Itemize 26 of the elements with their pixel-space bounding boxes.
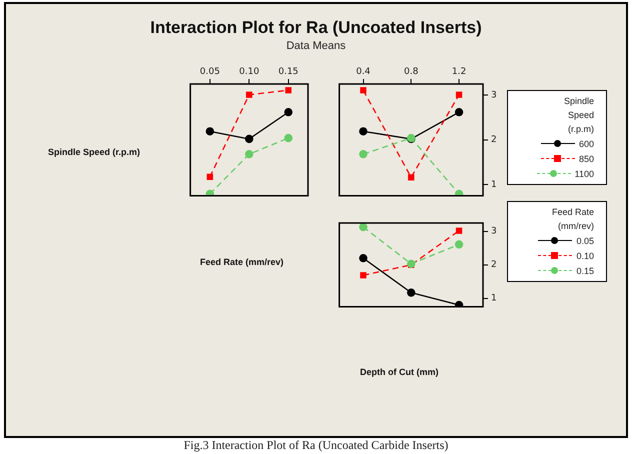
x-tick-label: 0.8	[404, 66, 419, 77]
y-axis-title: Feed Rate (mm/rev)	[200, 257, 284, 267]
y-tick-label: 3	[491, 226, 497, 237]
legend-label: 0.15	[576, 266, 594, 276]
legend-title: Spindle Speed (r.p.m)	[562, 95, 595, 136]
y-tick-label: 3	[491, 90, 497, 101]
y-tick-label: 2	[491, 135, 497, 146]
x-tick-label: 0.15	[278, 66, 298, 77]
legend-label: 0.10	[576, 250, 594, 260]
x-axis-title: Depth of Cut (mm)	[360, 367, 438, 377]
x-tick-label: 1.2	[452, 66, 466, 77]
y-axis-title: Spindle Speed (r.p.m)	[48, 147, 140, 157]
x-tick-label: 0.05	[200, 66, 220, 77]
y-tick-label: 1	[491, 180, 497, 190]
legend-label: 1100	[574, 168, 594, 178]
x-tick-label: 0.4	[356, 66, 371, 77]
legend-label: 0.05	[576, 236, 594, 246]
legend-label: 600	[578, 138, 594, 148]
x-tick-label: 0.10	[239, 66, 260, 77]
caption: Fig.3 Interaction Plot of Ra (Uncoated Carbide Inserts)	[182, 438, 450, 453]
y-tick-label: 2	[491, 260, 497, 270]
legend-label: 850	[578, 154, 594, 164]
legend-title: Feed Rate (mm/rev)	[550, 206, 595, 233]
y-tick-label: 1	[491, 294, 497, 304]
chart-subtitle: Data Means	[285, 40, 347, 52]
chart-title: Interaction Plot for Ra (Uncoated Inserts)	[149, 18, 483, 38]
